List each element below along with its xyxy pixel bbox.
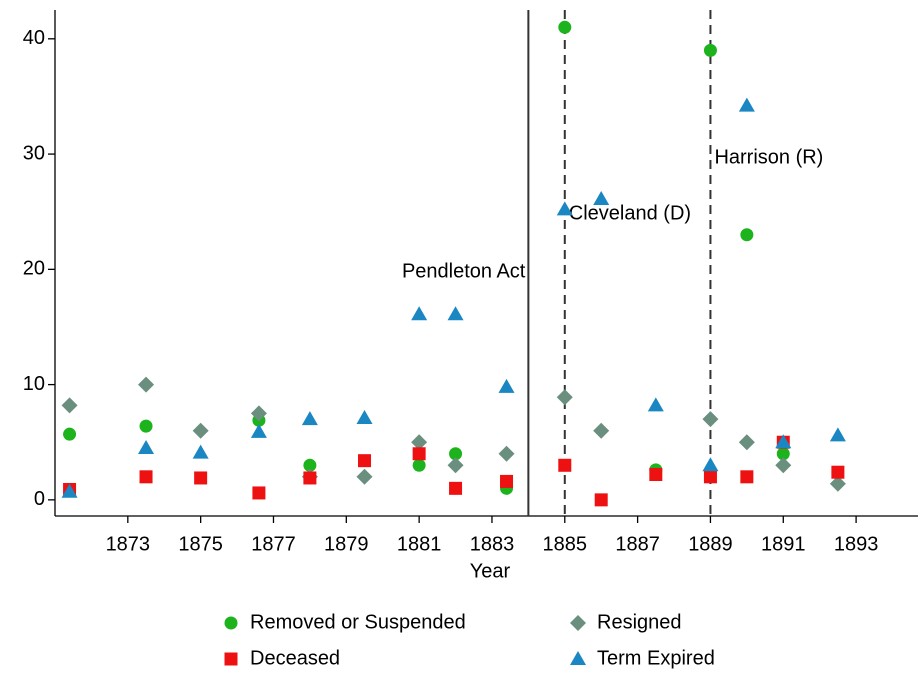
point xyxy=(194,471,208,485)
point xyxy=(61,483,78,498)
point xyxy=(356,410,373,425)
y-tick-label: 20 xyxy=(23,258,45,280)
point xyxy=(139,470,153,484)
point xyxy=(139,419,153,433)
x-tick-label: 1891 xyxy=(761,533,806,555)
point xyxy=(776,447,790,461)
legend-marker xyxy=(224,616,238,630)
point xyxy=(738,97,755,112)
annotation: Cleveland (D) xyxy=(569,202,691,224)
x-tick-label: 1877 xyxy=(251,533,296,555)
point xyxy=(702,457,719,472)
y-tick-label: 30 xyxy=(23,142,45,164)
point xyxy=(831,465,845,479)
point xyxy=(738,434,755,451)
point xyxy=(829,475,846,492)
point xyxy=(558,458,572,472)
point xyxy=(61,397,78,414)
x-axis-label: Year xyxy=(470,560,511,582)
y-tick-label: 10 xyxy=(23,373,45,395)
point xyxy=(775,434,792,449)
point xyxy=(649,468,663,482)
point xyxy=(411,434,428,451)
legend-label: Term Expired xyxy=(597,647,715,669)
legend-marker xyxy=(570,615,586,631)
point xyxy=(138,439,155,454)
point xyxy=(252,486,266,500)
legend-marker xyxy=(224,652,238,666)
y-tick-label: 40 xyxy=(23,27,45,49)
point xyxy=(740,470,754,484)
x-tick-label: 1885 xyxy=(543,533,588,555)
point xyxy=(449,481,463,495)
point xyxy=(829,427,846,442)
point xyxy=(703,470,717,484)
point xyxy=(558,20,572,34)
point xyxy=(775,457,792,474)
x-tick-label: 1889 xyxy=(688,533,733,555)
point xyxy=(303,458,317,472)
point xyxy=(447,457,464,474)
y-tick-label: 0 xyxy=(34,488,45,510)
point xyxy=(703,43,717,57)
point xyxy=(411,306,428,321)
x-tick-label: 1873 xyxy=(106,533,151,555)
point xyxy=(647,397,664,412)
annotation: Harrison (R) xyxy=(714,146,823,168)
point xyxy=(556,389,573,406)
point xyxy=(500,474,514,488)
x-tick-label: 1881 xyxy=(397,533,442,555)
point xyxy=(192,422,209,439)
point xyxy=(556,201,573,216)
point xyxy=(301,411,318,426)
x-tick-label: 1893 xyxy=(834,533,879,555)
point xyxy=(250,423,267,438)
point xyxy=(447,306,464,321)
point xyxy=(702,411,719,428)
point xyxy=(412,447,426,461)
point xyxy=(740,228,754,242)
point xyxy=(412,458,426,472)
point xyxy=(593,191,610,206)
point xyxy=(358,454,372,468)
point xyxy=(63,427,77,441)
legend-marker xyxy=(570,651,586,665)
legend-label: Deceased xyxy=(250,647,340,669)
x-tick-label: 1883 xyxy=(470,533,515,555)
point xyxy=(356,468,373,485)
point xyxy=(250,405,267,422)
x-tick-label: 1875 xyxy=(178,533,223,555)
legend-label: Resigned xyxy=(597,611,682,633)
point xyxy=(594,493,608,507)
annotation: Pendleton Act xyxy=(402,260,526,282)
point xyxy=(303,471,317,485)
point xyxy=(449,447,463,461)
point xyxy=(498,445,515,462)
legend-label: Removed or Suspended xyxy=(250,611,466,633)
point xyxy=(593,422,610,439)
point xyxy=(192,444,209,459)
x-tick-label: 1879 xyxy=(324,533,369,555)
point xyxy=(498,378,515,393)
point xyxy=(138,376,155,393)
x-tick-label: 1887 xyxy=(615,533,660,555)
